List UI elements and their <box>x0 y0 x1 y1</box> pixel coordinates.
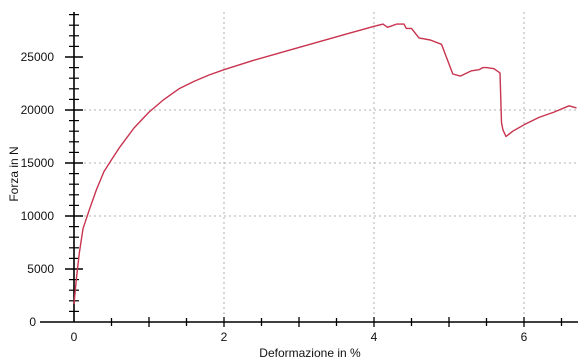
x-tick-label: 4 <box>371 330 378 344</box>
grid-lines <box>74 12 578 322</box>
y-axis: 0 5000 10000 15000 20000 25000 <box>21 12 83 329</box>
y-axis-title: Forza in N <box>7 146 21 201</box>
x-tick-label: 2 <box>221 330 228 344</box>
y-tick-label: 0 <box>29 315 36 329</box>
y-tick-label: 20000 <box>21 103 55 117</box>
y-tick-label: 5000 <box>27 262 54 276</box>
x-axis: 0 2 4 6 <box>40 317 578 344</box>
x-tick-label: 0 <box>71 330 78 344</box>
force-deformation-line <box>73 23 577 305</box>
y-tick-label: 10000 <box>21 209 55 223</box>
x-tick-label: 6 <box>521 330 528 344</box>
y-tick-label: 25000 <box>21 50 55 64</box>
y-tick-label: 15000 <box>21 156 55 170</box>
x-axis-title: Deformazione in % <box>259 346 361 360</box>
